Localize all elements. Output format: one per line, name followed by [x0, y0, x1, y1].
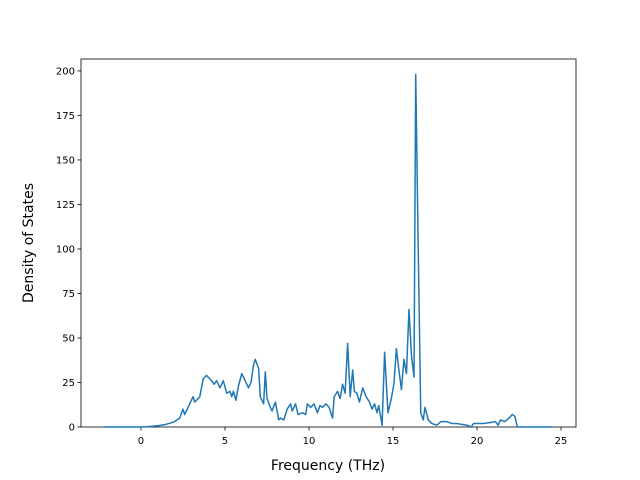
y-tick-label: 50 — [62, 333, 75, 344]
line — [104, 73, 553, 428]
x-tick-label: 15 — [387, 436, 400, 447]
y-tick-label: 150 — [56, 155, 75, 166]
y-tick-label: 175 — [56, 111, 75, 122]
plot-frame — [80, 58, 577, 428]
x-tick-label: 0 — [138, 436, 144, 447]
y-tick-label: 125 — [56, 200, 75, 211]
y-tick-label: 0 — [69, 423, 75, 434]
y-tick-label: 100 — [56, 244, 75, 255]
y-tick-label: 200 — [56, 66, 75, 77]
y-tick-label: 75 — [62, 289, 75, 300]
x-axis-label: Frequency (THz) — [271, 458, 385, 474]
x-tick-label: 10 — [303, 436, 316, 447]
y-tick-label: 25 — [62, 378, 75, 389]
y-axis-label: Density of States — [21, 183, 37, 303]
x-tick-label: 25 — [555, 436, 568, 447]
x-tick-label: 5 — [222, 436, 228, 447]
x-tick-label: 20 — [471, 436, 484, 447]
